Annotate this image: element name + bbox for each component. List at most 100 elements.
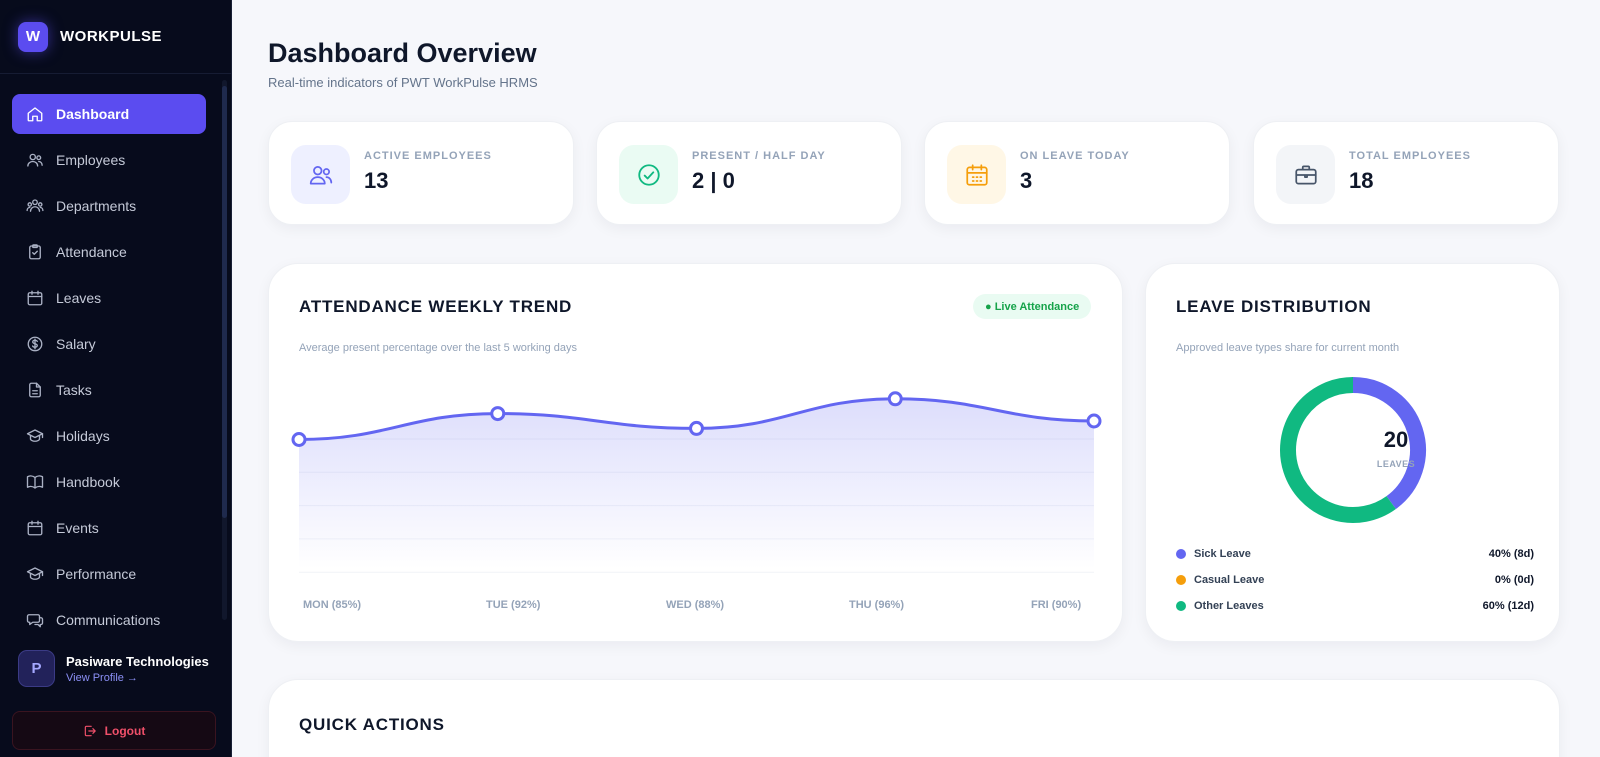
briefcase-icon bbox=[1294, 164, 1317, 185]
donut-total: 20 bbox=[1383, 427, 1409, 452]
stat-card-active-employees: ACTIVE EMPLOYEES 13 bbox=[268, 121, 574, 225]
data-point-thu[interactable] bbox=[887, 391, 903, 407]
legend-dot bbox=[1176, 549, 1186, 559]
stat-label: ON LEAVE TODAY bbox=[1020, 150, 1130, 162]
donut-slice-sick-leave[interactable] bbox=[1352, 377, 1426, 510]
chat-icon bbox=[26, 614, 44, 628]
sidebar-scrollbar-thumb[interactable] bbox=[222, 86, 227, 518]
x-axis-label-thu: THU (96%) bbox=[849, 599, 905, 611]
stat-label: PRESENT / HALF DAY bbox=[692, 150, 826, 162]
stat-value: 18 bbox=[1349, 168, 1374, 193]
sidebar-item-events[interactable]: Events bbox=[12, 508, 206, 548]
legend-value: 0% (0d) bbox=[1494, 574, 1534, 586]
live-attendance-badge: ● Live Attendance bbox=[973, 294, 1092, 319]
sidebar-item-dashboard[interactable]: Dashboard bbox=[12, 94, 206, 134]
leave-distribution-title: LEAVE DISTRIBUTION bbox=[1176, 297, 1372, 316]
legend-dot bbox=[1176, 575, 1186, 585]
x-axis-label-fri: FRI (90%) bbox=[1031, 599, 1082, 611]
dollar-icon bbox=[27, 336, 43, 352]
sidebar-item-label: Holidays bbox=[56, 428, 110, 444]
check-circle-icon bbox=[637, 163, 660, 186]
home-icon bbox=[27, 107, 43, 122]
logout-button[interactable]: Logout bbox=[12, 711, 216, 750]
data-point-wed[interactable] bbox=[689, 420, 704, 436]
stat-label: ACTIVE EMPLOYEES bbox=[364, 150, 492, 162]
sidebar-item-attendance[interactable]: Attendance bbox=[12, 232, 206, 272]
sidebar-item-label: Performance bbox=[56, 566, 137, 582]
book-icon bbox=[26, 475, 44, 489]
brand: W WORKPULSE bbox=[0, 0, 231, 74]
sidebar: W WORKPULSE Dashboard Employees Departme… bbox=[0, 0, 232, 757]
sidebar-item-label: Events bbox=[56, 520, 99, 536]
file-icon bbox=[29, 382, 41, 398]
stat-card-total-employees: TOTAL EMPLOYEES 18 bbox=[1253, 121, 1559, 225]
sidebar-item-label: Tasks bbox=[56, 382, 92, 398]
attendance-trend-subtitle: Average present percentage over the last… bbox=[299, 342, 578, 354]
graduation-cap-icon bbox=[26, 567, 44, 580]
quick-actions-panel: QUICK ACTIONS bbox=[268, 679, 1560, 757]
page-subtitle: Real-time indicators of PWT WorkPulse HR… bbox=[268, 75, 538, 90]
stat-value: 2 | 0 bbox=[692, 168, 735, 193]
data-point-fri[interactable] bbox=[1086, 413, 1102, 429]
sidebar-item-leaves[interactable]: Leaves bbox=[12, 278, 206, 318]
users-icon bbox=[309, 165, 332, 185]
sidebar-item-handbook[interactable]: Handbook bbox=[12, 462, 206, 502]
stat-value: 13 bbox=[364, 168, 389, 193]
stat-value: 3 bbox=[1020, 168, 1033, 193]
legend-value: 40% (8d) bbox=[1488, 548, 1534, 560]
stat-label: TOTAL EMPLOYEES bbox=[1349, 150, 1471, 162]
leave-donut-chart bbox=[1280, 377, 1426, 523]
logout-icon bbox=[84, 725, 96, 736]
leave-distribution-subtitle: Approved leave types share for current m… bbox=[1176, 342, 1400, 354]
sidebar-item-departments[interactable]: Departments bbox=[12, 186, 206, 226]
view-profile-link[interactable]: View Profile → bbox=[66, 671, 138, 684]
brand-name: WORKPULSE bbox=[60, 28, 162, 45]
page-title: Dashboard Overview bbox=[268, 38, 537, 68]
stat-icon-box bbox=[947, 145, 1006, 204]
sidebar-item-performance[interactable]: Performance bbox=[12, 554, 206, 594]
stat-card-present-half-day: PRESENT / HALF DAY 2 | 0 bbox=[596, 121, 902, 225]
sidebar-item-communications[interactable]: Communications bbox=[12, 600, 206, 640]
x-axis-label-tue: TUE (92%) bbox=[486, 599, 541, 611]
legend-item-casual-leave: Casual Leave 0% (0d) bbox=[1176, 571, 1534, 589]
legend-label: Sick Leave bbox=[1194, 548, 1251, 560]
attendance-trend-chart bbox=[291, 391, 1102, 573]
brand-logo: W bbox=[18, 21, 48, 52]
sidebar-item-employees[interactable]: Employees bbox=[12, 140, 206, 180]
donut-unit: LEAVES bbox=[1376, 459, 1416, 469]
profile-name: Pasiware Technologies bbox=[66, 653, 209, 669]
sidebar-item-label: Leaves bbox=[56, 290, 102, 306]
users-icon bbox=[27, 153, 43, 167]
data-point-mon[interactable] bbox=[291, 432, 307, 447]
profile-card[interactable]: P Pasiware Technologies View Profile → bbox=[18, 650, 211, 687]
attendance-trend-title: ATTENDANCE WEEKLY TREND bbox=[299, 297, 573, 316]
calendar-icon bbox=[27, 290, 43, 306]
leave-distribution-panel: LEAVE DISTRIBUTION Approved leave types … bbox=[1145, 263, 1560, 642]
sidebar-item-label: Handbook bbox=[56, 474, 120, 490]
sidebar-item-label: Attendance bbox=[56, 244, 127, 260]
sidebar-item-label: Dashboard bbox=[56, 106, 130, 122]
departments-icon bbox=[26, 199, 44, 212]
x-axis-label-wed: WED (88%) bbox=[666, 599, 725, 611]
quick-actions-title: QUICK ACTIONS bbox=[299, 715, 445, 734]
sidebar-item-label: Communications bbox=[56, 612, 161, 628]
sidebar-item-tasks[interactable]: Tasks bbox=[12, 370, 206, 410]
data-point-tue[interactable] bbox=[490, 406, 506, 422]
stat-card-on-leave-today: ON LEAVE TODAY 3 bbox=[924, 121, 1230, 225]
attendance-trend-panel: ATTENDANCE WEEKLY TREND ● Live Attendanc… bbox=[268, 263, 1123, 642]
legend-value: 60% (12d) bbox=[1482, 600, 1534, 612]
sidebar-item-holidays[interactable]: Holidays bbox=[12, 416, 206, 456]
legend-label: Casual Leave bbox=[1194, 574, 1265, 586]
graduation-cap-icon bbox=[26, 429, 44, 442]
sidebar-item-salary[interactable]: Salary bbox=[12, 324, 206, 364]
trend-area-fill bbox=[299, 398, 1094, 569]
calendar-icon bbox=[965, 163, 988, 186]
stat-icon-box bbox=[1276, 145, 1335, 204]
calendar-icon bbox=[27, 520, 43, 536]
sidebar-item-label: Departments bbox=[56, 198, 137, 214]
stat-icon-box bbox=[291, 145, 350, 204]
donut-slice-other-leaves[interactable] bbox=[1280, 377, 1396, 523]
sidebar-item-label: Salary bbox=[56, 336, 96, 352]
legend-item-other-leaves: Other Leaves 60% (12d) bbox=[1176, 597, 1534, 615]
x-axis-label-mon: MON (85%) bbox=[303, 599, 362, 611]
